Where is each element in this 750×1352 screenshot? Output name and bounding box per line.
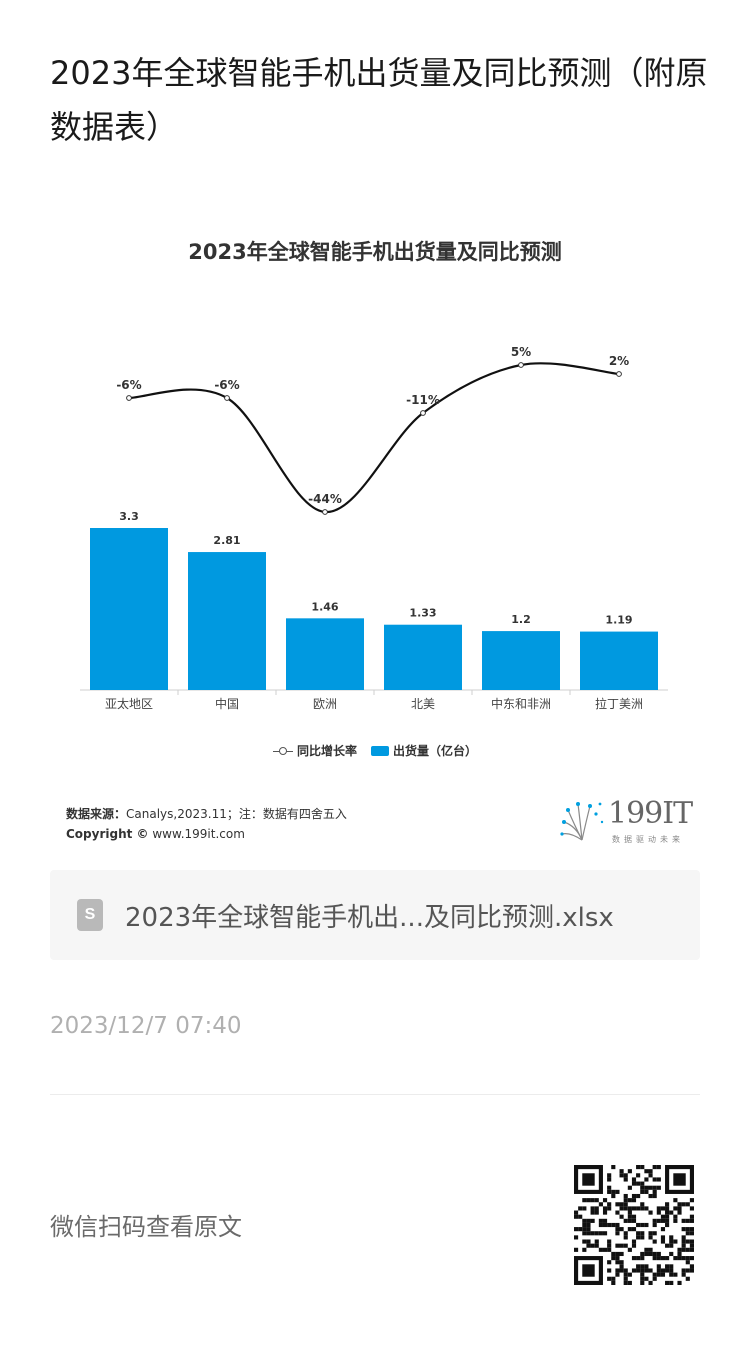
copyright-label: Copyright © xyxy=(66,827,149,841)
brand-slogan: 数据驱动未来 xyxy=(612,835,684,844)
bar-value-label-4: 1.2 xyxy=(511,613,531,626)
brand-logo: 199IT 数据驱动未来 xyxy=(558,796,698,846)
bar-value-label-2: 1.46 xyxy=(311,600,338,613)
legend-label-shipments: 出货量（亿台） xyxy=(393,744,478,758)
legend-bar-swatch xyxy=(371,745,389,756)
growth-label-5: 2% xyxy=(609,354,629,368)
chart-legend: 同比增长率 出货量（亿台） xyxy=(40,742,710,759)
chart-image: 3.3 亚太地区 2.81 中国 1.46 欧洲 1.33 北美 1.2 中东和非洲 1.19 拉丁美… xyxy=(40,210,710,850)
bar-2 xyxy=(286,618,364,690)
bar-0 xyxy=(90,528,168,690)
qr-hint: 微信扫码查看原文 xyxy=(50,1213,242,1241)
category-tick-label-0: 亚太地区 xyxy=(105,696,153,711)
growth-rate-line xyxy=(128,362,620,514)
growth-point-5 xyxy=(616,371,622,377)
copyright-text: www.199it.com xyxy=(148,827,245,841)
article-title: 2023年全球智能手机出货量及同比预测（附原数据表） xyxy=(50,54,708,146)
growth-point-2 xyxy=(322,509,328,515)
legend-item-shipments: 出货量（亿台） xyxy=(371,742,477,759)
legend-item-growth-rate: 同比增长率 xyxy=(272,742,357,759)
attachment-card[interactable]: 2023年全球智能手机出...及同比预测.xlsx xyxy=(50,870,700,960)
growth-point-4 xyxy=(518,362,524,368)
chart-title: 2023年全球智能手机出货量及同比预测 xyxy=(188,240,562,264)
bar-value-label-3: 1.33 xyxy=(409,607,436,620)
divider xyxy=(50,1094,700,1095)
publish-time: 2023/12/7 07:40 xyxy=(50,1013,242,1039)
legend-line-swatch xyxy=(272,746,293,756)
growth-point-1 xyxy=(224,395,230,401)
data-source-text: Canalys,2023.11；注：数据有四舍五入 xyxy=(126,807,347,821)
growth-point-0 xyxy=(126,395,132,401)
growth-point-3 xyxy=(420,410,426,416)
legend-label-growth-rate: 同比增长率 xyxy=(296,744,357,758)
bar-value-label-1: 2.81 xyxy=(213,534,240,547)
bar-4 xyxy=(482,631,560,690)
qr-code-icon[interactable] xyxy=(574,1165,694,1285)
data-source: 数据来源：Canalys,2023.11；注：数据有四舍五入 xyxy=(66,805,347,822)
bar-1 xyxy=(188,552,266,690)
data-source-label: 数据来源： xyxy=(66,807,127,821)
chart-svg: 3.3 亚太地区 2.81 中国 1.46 欧洲 1.33 北美 1.2 中东和非洲 1.19 拉丁美… xyxy=(80,345,668,711)
category-tick-label-2: 欧洲 xyxy=(313,697,337,711)
growth-label-1: -6% xyxy=(214,378,239,392)
growth-label-0: -6% xyxy=(116,378,141,392)
growth-label-2: -44% xyxy=(308,492,342,506)
bar-value-label-5: 1.19 xyxy=(605,614,632,627)
category-tick-label-4: 中东和非洲 xyxy=(491,696,551,711)
category-tick-label-3: 北美 xyxy=(411,697,435,711)
growth-label-3: -11% xyxy=(406,393,440,407)
bar-3 xyxy=(384,624,462,690)
growth-label-4: 5% xyxy=(511,345,531,359)
bar-value-label-0: 3.3 xyxy=(119,510,139,523)
bar-5 xyxy=(580,631,658,690)
brand-name: 199IT xyxy=(608,796,693,831)
attachment-file-name: 2023年全球智能手机出...及同比预测.xlsx xyxy=(125,902,614,933)
copyright: Copyright © www.199it.com xyxy=(66,827,245,841)
spreadsheet-file-icon xyxy=(77,899,103,931)
category-tick-label-1: 中国 xyxy=(215,696,239,711)
brand-dandelion-icon xyxy=(560,802,604,841)
category-tick-label-5: 拉丁美洲 xyxy=(595,696,643,711)
